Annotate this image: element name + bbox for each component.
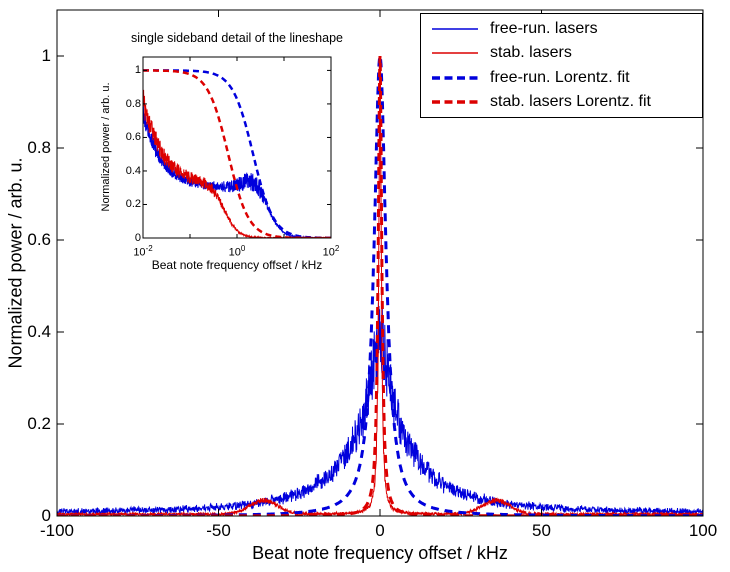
main-series-group	[57, 51, 703, 516]
inset-title: single sideband detail of the lineshape	[131, 31, 343, 45]
legend-entry: free-run. lasers	[421, 18, 702, 40]
legend-entry-label: stab. lasers	[490, 44, 572, 62]
inset-y-axis-label: Normalized power / arb. u.	[100, 82, 112, 212]
legend: free-run. lasers stab. lasers free-run. Lo…	[420, 13, 703, 118]
legend-entry: stab. lasers	[421, 42, 702, 64]
legend-line-sample	[432, 75, 478, 80]
inset-axes-background	[143, 57, 331, 238]
series-main-stab-lorentz-fit	[57, 55, 703, 516]
legend-entry: free-run. Lorentz. fit	[421, 67, 702, 89]
legend-line-sample	[432, 100, 478, 104]
inset-ticks	[142, 57, 332, 239]
main-x-axis-label: Beat note frequency offset / kHz	[252, 543, 508, 563]
series-main-free-run-lasers	[57, 302, 703, 516]
legend-line-sample	[432, 52, 478, 55]
legend-entry-label: free-run. lasers	[490, 20, 598, 38]
legend-entry-label: free-run. Lorentz. fit	[490, 68, 630, 86]
inset-x-axis-label: Beat note frequency offset / kHz	[151, 258, 323, 272]
main-y-axis-label: Normalized power / arb. u.	[5, 157, 26, 369]
legend-line-sample	[432, 28, 478, 30]
legend-entry-label: stab. lasers Lorentz. fit	[490, 92, 651, 110]
legend-entry: stab. lasers Lorentz. fit	[421, 91, 702, 113]
main-ticks	[56, 10, 704, 517]
